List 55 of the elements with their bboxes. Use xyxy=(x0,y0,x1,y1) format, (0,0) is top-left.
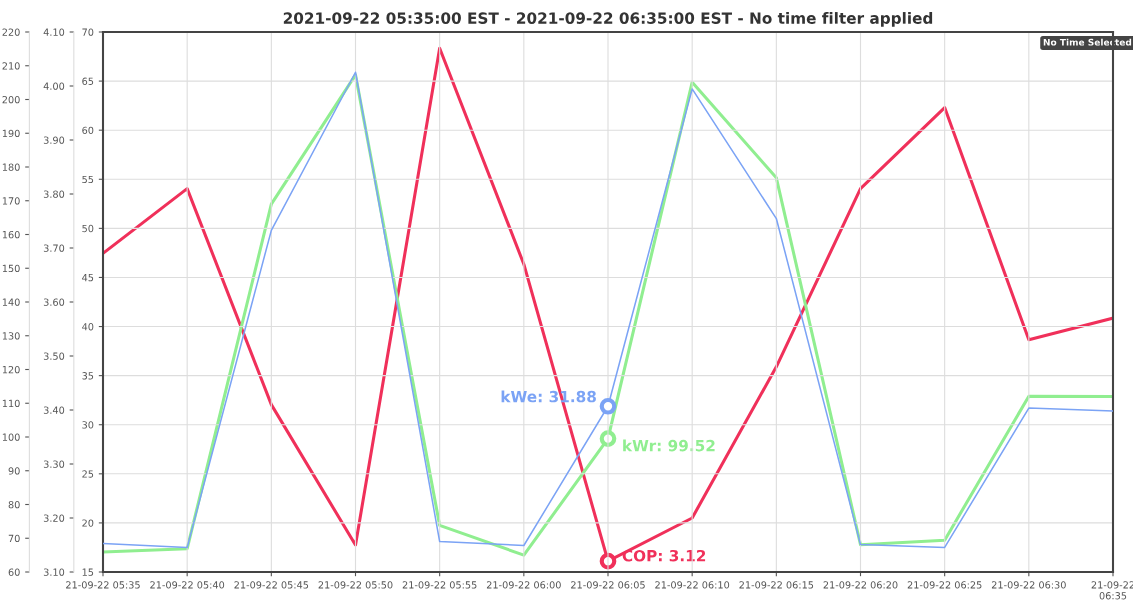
y2-tick-label: 3.80 xyxy=(43,190,65,198)
x-tick-label: 21-09-22 06:00 xyxy=(486,581,561,589)
x-tick-label: 21-09-22 06:20 xyxy=(823,581,898,589)
y-tick-label: 20 xyxy=(82,519,94,527)
y2-tick-label: 3.50 xyxy=(43,352,65,360)
annotation: No Time Selected xyxy=(1043,38,1132,46)
x-tick-label: 21-09-22 05:45 xyxy=(234,581,309,589)
y2-tick-label: 4.10 xyxy=(43,28,65,36)
x-tick-label: 21-09-22 06:05 xyxy=(571,581,645,589)
chart-title: 2021-09-22 05:35:00 EST - 2021-09-22 06:35:00 EST - No time filter applied xyxy=(283,12,933,27)
y-tick-label: 70 xyxy=(82,28,94,36)
y-tick-label: 55 xyxy=(82,175,94,184)
y3-tick-label: 100 xyxy=(2,433,20,441)
y-tick-label: 15 xyxy=(82,568,94,576)
y3-tick-label: 200 xyxy=(2,95,20,104)
y2-tick-label: 3.20 xyxy=(43,514,65,522)
y-tick-label: 35 xyxy=(82,372,94,380)
y3-tick-label: 160 xyxy=(2,230,20,239)
y3-tick-label: 70 xyxy=(8,534,20,543)
y3-tick-label: 90 xyxy=(8,467,20,475)
y-tick-label: 65 xyxy=(82,77,94,85)
y2-tick-label: 3.30 xyxy=(43,460,65,468)
x-tick-label: 21-09-22 06:15 xyxy=(739,581,814,589)
y3-tick-label: 190 xyxy=(2,129,20,138)
y2-tick-label: 3.70 xyxy=(43,244,65,252)
y-tick-label: 50 xyxy=(82,224,94,233)
y-tick-label: 25 xyxy=(82,470,94,478)
x-tick-label: 21-09-22 05:55 xyxy=(402,581,477,589)
y-tick-label: 40 xyxy=(82,323,94,331)
y3-tick-label: 220 xyxy=(2,28,20,36)
y3-tick-label: 130 xyxy=(2,332,20,340)
x-tick-label: 21-09-22 05:50 xyxy=(318,581,393,589)
y2-tick-label: 4.00 xyxy=(43,82,65,90)
x-tick-label: 21-09-22 06:10 xyxy=(655,581,730,589)
y2-tick-label: 3.90 xyxy=(43,136,65,144)
y3-tick-label: 110 xyxy=(2,399,20,408)
y-tick-label: 60 xyxy=(82,126,94,135)
y-tick-label: 30 xyxy=(82,421,94,429)
y2-tick-label: 3.60 xyxy=(43,298,65,306)
y2-tick-label: 3.10 xyxy=(43,568,65,576)
y3-tick-label: 150 xyxy=(2,264,20,273)
y3-tick-label: 210 xyxy=(2,62,20,70)
y3-tick-label: 60 xyxy=(8,568,20,576)
y3-tick-label: 180 xyxy=(2,163,20,171)
y3-tick-label: 80 xyxy=(8,500,20,509)
x-tick-label: 21-09-22 06:25 xyxy=(907,581,982,589)
y2-tick-label: 3.40 xyxy=(43,406,65,414)
y3-tick-label: 140 xyxy=(2,298,20,306)
x-tick-label: 21-09-22 05:40 xyxy=(150,581,225,589)
y3-tick-label: 120 xyxy=(2,365,20,374)
annotation: kWr: 99.52 xyxy=(623,439,715,452)
y-tick-label: 45 xyxy=(82,274,94,282)
x-tick-label: 21-09-22 06:30 xyxy=(991,581,1066,589)
y3-tick-label: 170 xyxy=(2,197,20,205)
x-tick-label: 21-09-22 05:35 xyxy=(66,581,140,589)
